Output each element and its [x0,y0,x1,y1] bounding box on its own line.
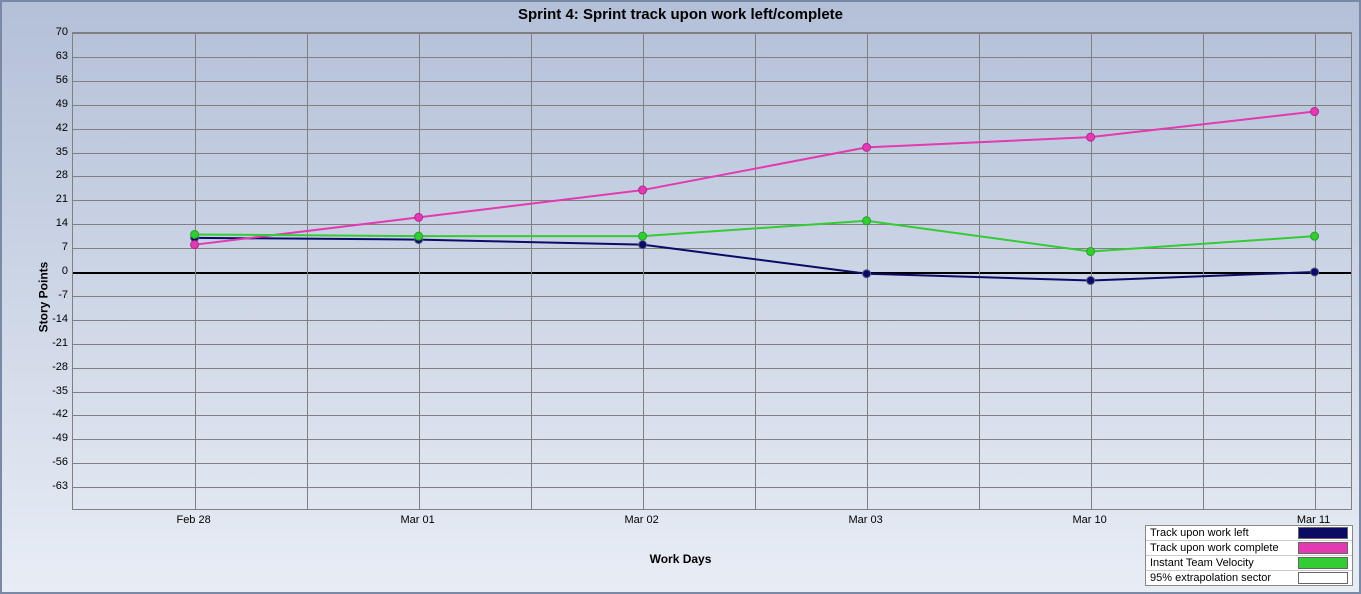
legend-row: Track upon work complete [1146,541,1352,556]
series-marker [639,232,647,240]
series-marker [639,241,647,249]
legend-swatch [1298,557,1348,569]
y-tick-label: 49 [38,98,68,110]
y-tick-label: 70 [38,26,68,38]
y-tick-label: 35 [38,146,68,158]
y-tick-label: 0 [38,265,68,277]
series-marker [863,270,871,278]
legend-swatch [1298,527,1348,539]
x-tick-label: Feb 28 [176,514,210,526]
series-marker [1087,277,1095,285]
legend-row: Instant Team Velocity [1146,556,1352,571]
x-tick-label: Mar 03 [848,514,882,526]
x-tick-label: Mar 01 [400,514,434,526]
y-tick-label: -49 [38,432,68,444]
series-marker [863,143,871,151]
legend-row: 95% extrapolation sector [1146,571,1352,585]
series-marker [1087,248,1095,256]
legend-label: Instant Team Velocity [1150,557,1298,569]
series-svg [73,33,1353,511]
series-line [195,221,1315,252]
x-tick-label: Mar 02 [624,514,658,526]
y-tick-label: -7 [38,289,68,301]
y-tick-label: -21 [38,337,68,349]
y-tick-label: 14 [38,217,68,229]
y-tick-label: -56 [38,456,68,468]
legend-swatch [1298,572,1348,584]
chart-title: Sprint 4: Sprint track upon work left/co… [2,6,1359,23]
series-line [195,112,1315,245]
series-line [195,238,1315,281]
y-tick-label: -28 [38,361,68,373]
series-marker [191,241,199,249]
y-tick-label: -14 [38,313,68,325]
x-tick-label: Mar 10 [1072,514,1106,526]
legend-row: Track upon work left [1146,526,1352,541]
legend-swatch [1298,542,1348,554]
series-marker [1311,232,1319,240]
y-tick-label: 28 [38,169,68,181]
series-marker [639,186,647,194]
y-tick-label: 7 [38,241,68,253]
series-marker [1311,268,1319,276]
y-tick-label: 42 [38,122,68,134]
legend-label: 95% extrapolation sector [1150,572,1298,584]
series-marker [415,213,423,221]
legend-label: Track upon work left [1150,527,1298,539]
y-tick-label: 21 [38,193,68,205]
plot-area [72,32,1352,510]
chart-container: Sprint 4: Sprint track upon work left/co… [0,0,1361,594]
y-tick-label: 56 [38,74,68,86]
legend: Track upon work left Track upon work comp… [1145,525,1353,586]
legend-label: Track upon work complete [1150,542,1298,554]
series-marker [1087,133,1095,141]
series-marker [415,232,423,240]
series-marker [1311,108,1319,116]
y-tick-label: -35 [38,385,68,397]
y-tick-label: -42 [38,408,68,420]
y-tick-label: 63 [38,50,68,62]
y-tick-label: -63 [38,480,68,492]
series-marker [191,230,199,238]
series-marker [863,217,871,225]
